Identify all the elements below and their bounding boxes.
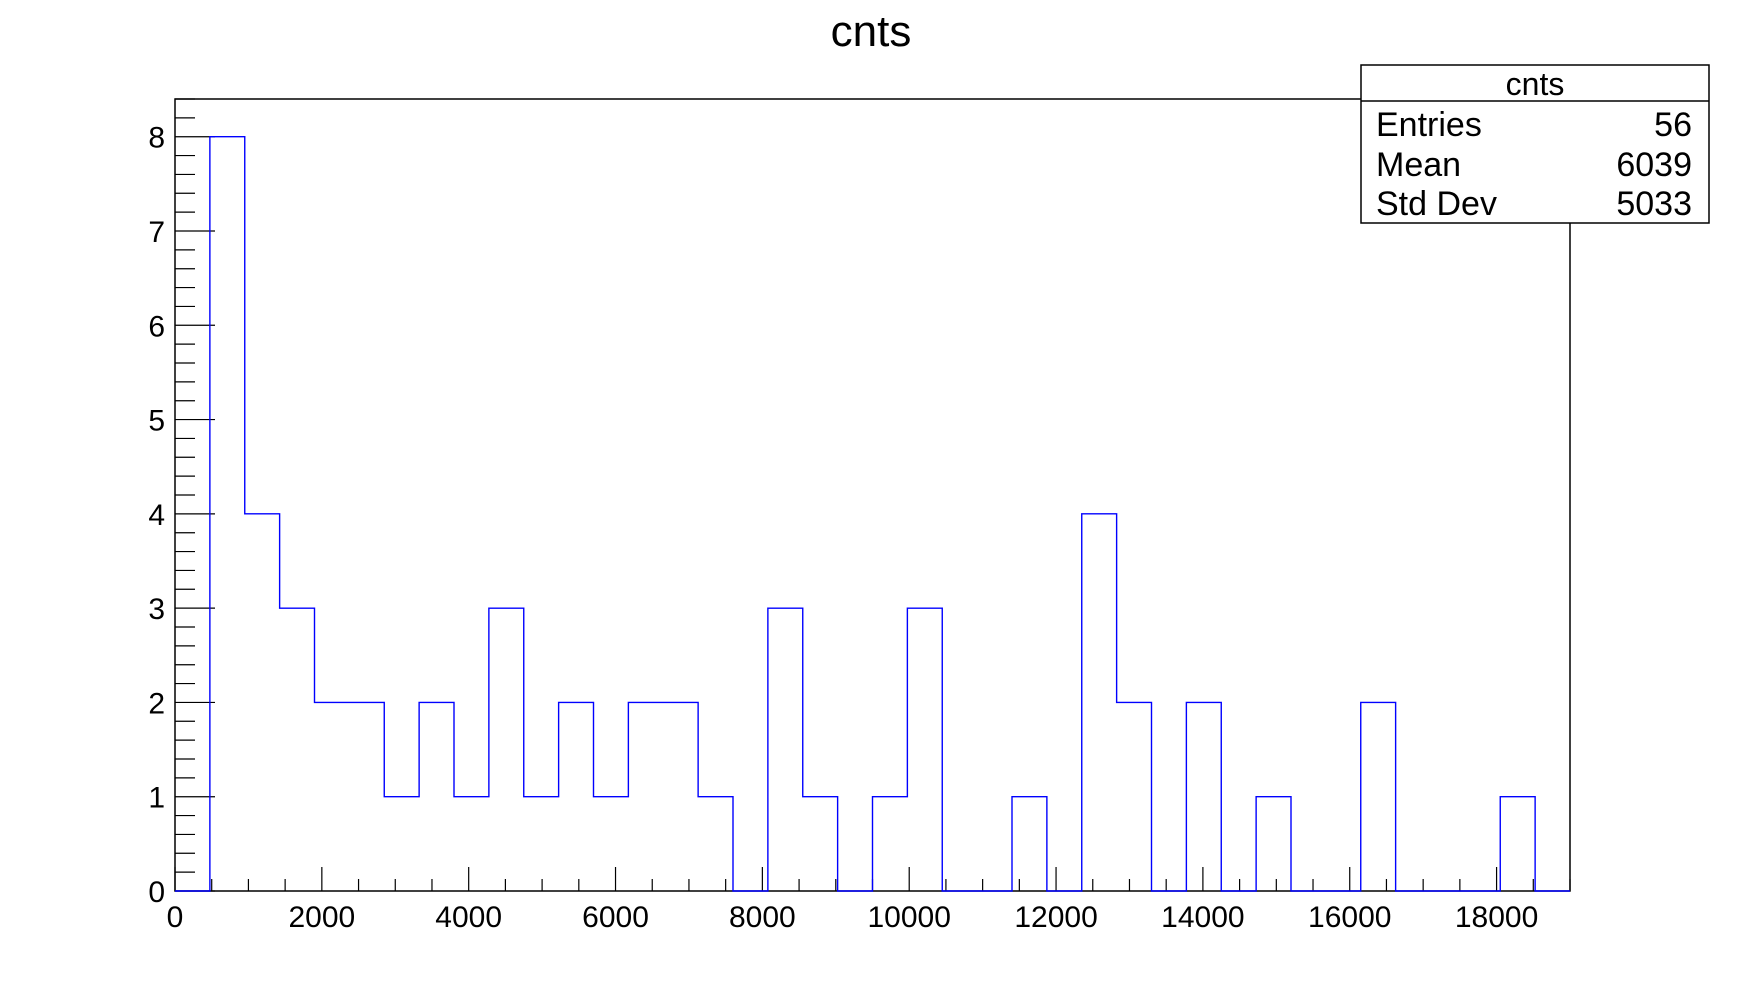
x-tick-label: 6000 [582, 901, 649, 934]
stats-box-title: cnts [1506, 66, 1565, 102]
stats-entries-value: 56 [1654, 106, 1692, 144]
stats-entries-label: Entries [1376, 106, 1482, 144]
x-tick-label: 12000 [1014, 901, 1097, 934]
x-tick-label: 2000 [288, 901, 355, 934]
chart-title: cnts [831, 7, 912, 56]
y-tick-label: 0 [148, 876, 165, 909]
y-tick-label: 6 [148, 310, 165, 343]
stats-mean-label: Mean [1376, 146, 1461, 184]
x-tick-label: 8000 [729, 901, 796, 934]
histogram-outline [175, 136, 1570, 892]
stats-box-frame [1360, 64, 1710, 224]
y-tick-label: 1 [148, 782, 165, 815]
plot-area: 0 1 2 3 4 5 6 7 8 0 2000 4000 6000 8000 10000 12000 1400… [148, 98, 1571, 934]
x-tick-label: 14000 [1161, 901, 1244, 934]
stats-stddev-value: 5033 [1616, 185, 1692, 223]
x-tick-label: 10000 [867, 901, 950, 934]
x-tick-label: 0 [167, 901, 184, 934]
y-tick-label: 2 [148, 687, 165, 720]
y-tick-label: 4 [148, 499, 165, 532]
y-tick-label: 5 [148, 405, 165, 438]
stats-stddev-label: Std Dev [1376, 185, 1497, 223]
y-tick-label: 8 [148, 122, 165, 155]
y-tick-label: 7 [148, 216, 165, 249]
x-tick-label: 4000 [435, 901, 502, 934]
x-tick-label: 18000 [1455, 901, 1538, 934]
x-tick-label: 16000 [1308, 901, 1391, 934]
stats-mean-value: 6039 [1616, 146, 1692, 184]
stats-box: cnts Entries 56 Mean 6039 Std Dev 5033 [1360, 64, 1710, 224]
y-tick-label: 3 [148, 593, 165, 626]
